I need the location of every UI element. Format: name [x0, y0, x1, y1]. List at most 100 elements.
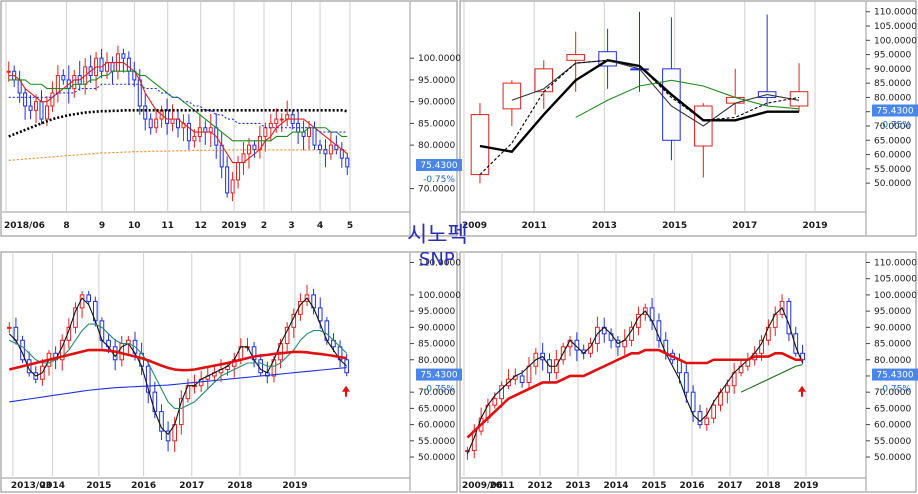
x-tick-label: 2015 — [662, 221, 687, 231]
signal-arrow-icon — [342, 385, 350, 397]
yearly-chart: 110.0000 105.0000 100.0000 95.0000 90.0000 85… — [462, 2, 918, 231]
candle-body — [145, 365, 151, 393]
candle-body — [44, 105, 49, 120]
y-tick-label: 60.0000 — [874, 151, 911, 161]
ma-line-MA60 — [740, 364, 803, 393]
x-tick-label: 2013/03 — [11, 481, 52, 491]
y-tick-label: 50.0000 — [874, 179, 911, 189]
x-tick-label: 2013 — [565, 481, 590, 491]
candle-body — [711, 404, 717, 419]
candle-body — [186, 122, 191, 142]
ma-line-MA1 — [479, 59, 800, 175]
candle-body — [178, 398, 184, 426]
candle-body — [159, 411, 164, 432]
y-tick-label: 100.0000 — [418, 291, 461, 301]
candle-body — [519, 375, 525, 383]
weekly-chart: 110.0000 100.0000 95.0000 90.0000 85.0000 80.… — [6, 252, 462, 491]
candle-body — [230, 179, 235, 194]
y-tick-label: 95.0000 — [874, 51, 911, 61]
candle-body — [263, 127, 268, 137]
candle-body — [594, 326, 600, 345]
candle-body — [345, 157, 350, 168]
y-tick-label: 105.0000 — [874, 275, 917, 285]
x-tick-label: 9 — [99, 221, 105, 231]
y-tick-label: 55.0000 — [874, 437, 911, 447]
candle-body — [225, 166, 230, 194]
x-tick-label: 8 — [63, 221, 69, 231]
x-tick-label: 10 — [128, 221, 141, 231]
y-tick-label: 90.0000 — [874, 65, 911, 75]
x-tick-label: 2017 — [732, 221, 757, 231]
price-change-pct: -0.75% — [423, 175, 455, 185]
ma-line-MA200 — [9, 366, 347, 403]
x-tick-label: 2009/06 — [462, 481, 503, 491]
candle-body — [317, 144, 322, 150]
x-tick-label: 2019 — [282, 481, 307, 491]
x-tick-label: 3 — [288, 221, 294, 231]
x-tick-label: 2019 — [793, 481, 818, 491]
candle-body — [725, 96, 745, 104]
x-tick-label: 2014 — [40, 481, 65, 491]
candle-body — [786, 300, 792, 335]
candle-body — [252, 144, 257, 150]
panel-yearly-frame — [459, 0, 917, 237]
daily-chart: 100.0000 95.0000 90.0000 85.0000 80.0000 70.0… — [4, 2, 462, 231]
candle-body — [317, 307, 323, 322]
candle-body — [6, 326, 12, 329]
y-tick-label: 110.0000 — [874, 258, 917, 268]
candle-body — [274, 118, 279, 124]
candle-body — [50, 92, 55, 107]
candle-body — [61, 75, 66, 81]
panel-daily-frame — [0, 0, 458, 237]
candle-body — [328, 144, 333, 155]
candle-body — [312, 127, 317, 146]
candle-body — [284, 326, 290, 345]
x-tick-label: 4 — [317, 221, 323, 231]
candle-body — [662, 68, 681, 141]
price-tag-box — [872, 104, 918, 117]
x-tick-label: 2 — [261, 221, 267, 231]
x-tick-label: 2012 — [527, 481, 552, 491]
y-tick-label: 55.0000 — [874, 165, 911, 175]
candle-body — [502, 82, 522, 110]
y-tick-label: 70.0000 — [874, 388, 911, 398]
candle-body — [258, 359, 264, 374]
candle-body — [499, 385, 505, 400]
y-tick-label: 85.0000 — [418, 340, 455, 350]
signal-arrow-icon — [798, 385, 806, 397]
candle-body — [143, 105, 148, 120]
monthly-chart: 110.0000 105.0000 100.0000 95.0000 90.0000 85… — [462, 252, 918, 491]
y-tick-label: 110.0000 — [418, 258, 461, 268]
candle-body — [208, 127, 213, 133]
candle-body — [465, 450, 470, 453]
x-tick-label: 2018 — [755, 481, 780, 491]
price-tag-value: 75.4300 — [420, 371, 457, 381]
candle-body — [697, 411, 703, 426]
price-change-pct: -0.75% — [879, 385, 911, 395]
candle-body — [126, 57, 131, 72]
y-tick-label: 90.0000 — [418, 98, 455, 108]
x-tick-label: 2013 — [592, 221, 617, 231]
x-tick-label: 2017 — [179, 481, 204, 491]
y-tick-label: 85.0000 — [874, 79, 911, 89]
candle-body — [301, 131, 306, 137]
ma-line-MA5 — [575, 79, 800, 118]
y-tick-label: 100.0000 — [874, 291, 917, 301]
y-tick-label: 95.0000 — [418, 76, 455, 86]
candle-body — [724, 385, 730, 393]
y-tick-label: 70.0000 — [418, 388, 455, 398]
y-tick-label: 90.0000 — [418, 323, 455, 333]
candle-body — [526, 365, 532, 383]
candle-body — [110, 62, 115, 72]
y-tick-label: 80.0000 — [418, 141, 455, 151]
ma-line-MA6 — [466, 306, 804, 455]
ma-line-MA480 — [8, 149, 348, 161]
y-tick-label: 80.0000 — [874, 93, 911, 103]
price-change-pct: -0.75% — [879, 120, 911, 130]
candle-body — [279, 118, 284, 121]
candle-body — [148, 118, 153, 129]
x-tick-label: 12 — [194, 221, 207, 231]
title-korean: 시노펙 — [407, 223, 468, 248]
price-tag-value: 75.4300 — [876, 371, 913, 381]
y-tick-label: 65.0000 — [418, 404, 455, 414]
